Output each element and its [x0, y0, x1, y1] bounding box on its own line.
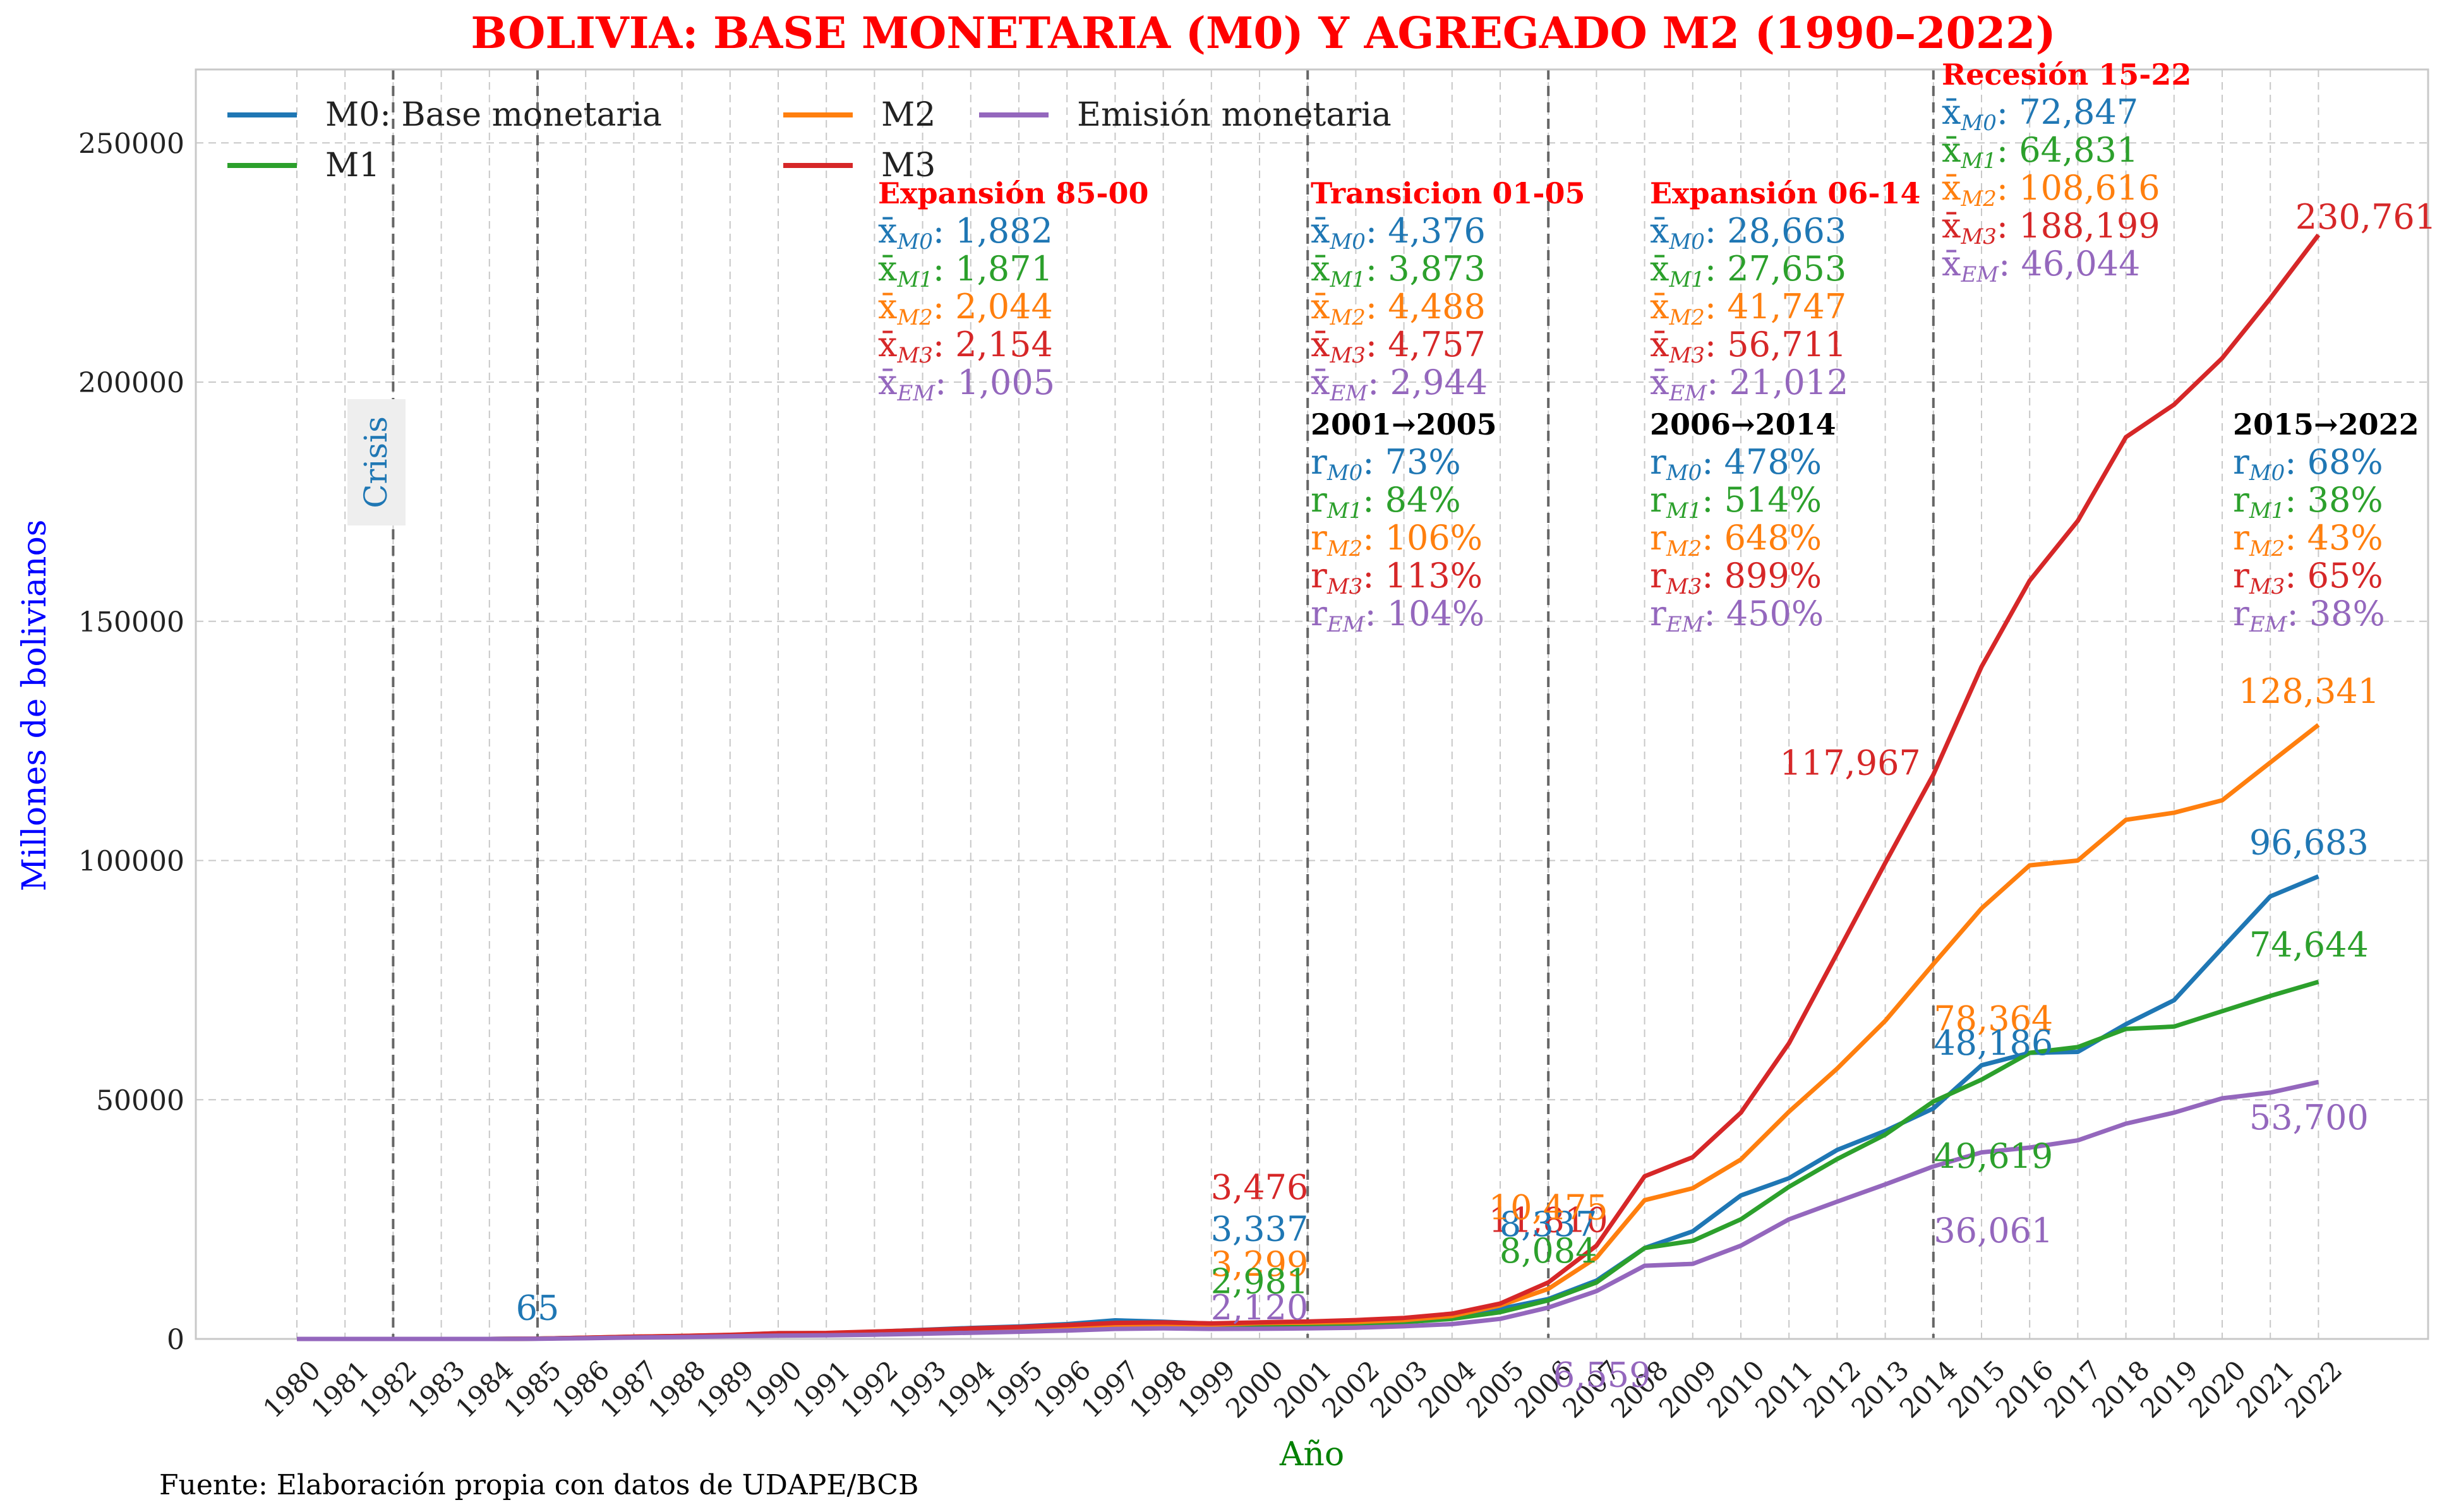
grid-lines	[196, 69, 2428, 1340]
legend-label-m0: M0: Base monetaria	[325, 96, 662, 134]
legend-label-m1: M1	[325, 147, 380, 184]
annotation-m1: rM1: 514%	[1650, 480, 1822, 524]
annotation-title: 2006→2014	[1650, 407, 1836, 441]
period-vlines	[392, 69, 1935, 1339]
point-label: 65	[516, 1288, 560, 1328]
annotation-m1: x̄M1: 3,873	[1311, 249, 1486, 292]
y-tick-label: 50000	[96, 1084, 184, 1117]
annotation-m0: x̄M0: 72,847	[1942, 92, 2138, 136]
y-tick-label: 150000	[78, 606, 184, 639]
annotation-m1: rM1: 84%	[1311, 480, 1461, 524]
annotation-m2: rM2: 648%	[1650, 518, 1822, 561]
point-label: 3,476	[1211, 1168, 1309, 1208]
point-label: 74,644	[2249, 925, 2369, 965]
point-label: 36,061	[1934, 1211, 2053, 1251]
legend-label-m3: M3	[881, 147, 935, 184]
point-label: 10,475	[1489, 1188, 1608, 1228]
point-label: 8,084	[1500, 1231, 1597, 1271]
y-tick-label: 200000	[78, 367, 184, 399]
x-axis-label: Año	[1279, 1436, 1344, 1473]
annotation-title: Expansión 06-14	[1650, 176, 1921, 210]
annotation-m3: x̄M3: 56,711	[1650, 325, 1846, 368]
annotation-m2: x̄M2: 4,488	[1311, 287, 1486, 330]
annotation-m3: x̄M3: 4,757	[1311, 325, 1486, 368]
point-label: 230,761	[2295, 197, 2436, 237]
annotation-m3: rM3: 113%	[1311, 556, 1483, 599]
point-label: 48,186	[1934, 1023, 2053, 1063]
legend-label-m2: M2	[881, 96, 935, 134]
point-label: 78,364	[1934, 999, 2053, 1038]
y-tick-label: 100000	[78, 846, 184, 878]
point-label: 3,299	[1211, 1244, 1309, 1284]
chart-title: BOLIVIA: BASE MONETARIA (M0) Y AGREGADO …	[471, 8, 2055, 59]
annotation-em: rEM: 104%	[1311, 594, 1484, 637]
legend-label-em: Emisión monetaria	[1077, 96, 1392, 134]
point-label: 2,981	[1211, 1261, 1309, 1301]
annotation-em: x̄EM: 2,944	[1311, 363, 1488, 406]
annotation-em: x̄EM: 1,005	[878, 363, 1055, 406]
crisis-label-box	[347, 399, 406, 525]
point-label: 8,337	[1500, 1204, 1597, 1244]
annotation-m2: x̄M2: 41,747	[1650, 287, 1846, 330]
annotation-m3: x̄M3: 2,154	[878, 325, 1053, 368]
annotation-m2: rM2: 106%	[1311, 518, 1483, 561]
legend: M0: Base monetaria M1 M2 M3 Emisión monetari…	[227, 96, 1392, 184]
annotation-m3: rM3: 65%	[2233, 556, 2383, 599]
series-lines	[297, 233, 2321, 1341]
y-tick-label: 0	[167, 1324, 184, 1356]
annotation-m0: x̄M0: 1,882	[878, 211, 1053, 255]
annotation-em: x̄EM: 46,044	[1942, 244, 2140, 287]
point-label: 11,810	[1489, 1201, 1608, 1240]
y-tick-label: 250000	[78, 128, 184, 160]
annotation-m0: rM0: 478%	[1650, 442, 1822, 486]
annotation-title: 2001→2005	[1311, 407, 1497, 441]
annotation-m0: rM0: 68%	[2233, 442, 2383, 486]
point-label: 117,967	[1779, 743, 1920, 783]
annotation-title: Transicion 01-05	[1311, 176, 1585, 210]
point-label: 49,619	[1934, 1136, 2053, 1176]
plot-frame	[195, 68, 2429, 1340]
point-label: 6,559	[1553, 1355, 1651, 1395]
annotation-m3: rM3: 899%	[1650, 556, 1822, 599]
annotation-title: 2015→2022	[2233, 407, 2419, 441]
point-label: 3,337	[1211, 1209, 1309, 1249]
source-note: Fuente: Elaboración propia con datos de …	[159, 1469, 918, 1501]
annotation-em: rEM: 450%	[1650, 594, 1824, 637]
point-label: 53,700	[2249, 1098, 2369, 1137]
y-axis: 0 50000 100000 150000 200000 250000	[78, 128, 184, 1356]
annotation-m1: x̄M1: 27,653	[1650, 249, 1846, 292]
crisis-label-group: Crisis	[347, 399, 406, 525]
annotation-m0: x̄M0: 28,663	[1650, 211, 1846, 255]
annotation-em: x̄EM: 21,012	[1650, 363, 1848, 406]
annotation-m1: x̄M1: 1,871	[878, 249, 1053, 292]
annotation-m1: rM1: 38%	[2233, 480, 2383, 524]
series-line-em	[297, 1079, 2319, 1341]
annotation-m0: x̄M0: 4,376	[1311, 211, 1486, 255]
annotation-m2: x̄M2: 2,044	[878, 287, 1053, 330]
annotation-m2: x̄M2: 108,616	[1942, 168, 2160, 212]
point-label: 128,341	[2239, 671, 2379, 711]
annotation-m2: rM2: 43%	[2233, 518, 2383, 561]
annotation-m1: x̄M1: 64,831	[1942, 130, 2138, 174]
annotation-title: Expansión 85-00	[878, 176, 1149, 210]
annotation-m0: rM0: 73%	[1311, 442, 1461, 486]
annotation-em: rEM: 38%	[2233, 594, 2385, 637]
point-label: 96,683	[2249, 823, 2369, 863]
annotation-title: Recesión 15-22	[1942, 57, 2191, 92]
crisis-label: Crisis	[358, 416, 394, 508]
annotation-m3: x̄M3: 188,199	[1942, 206, 2160, 249]
point-label: 2,120	[1211, 1288, 1309, 1328]
y-axis-label: Millones de bolivianos	[16, 520, 54, 892]
